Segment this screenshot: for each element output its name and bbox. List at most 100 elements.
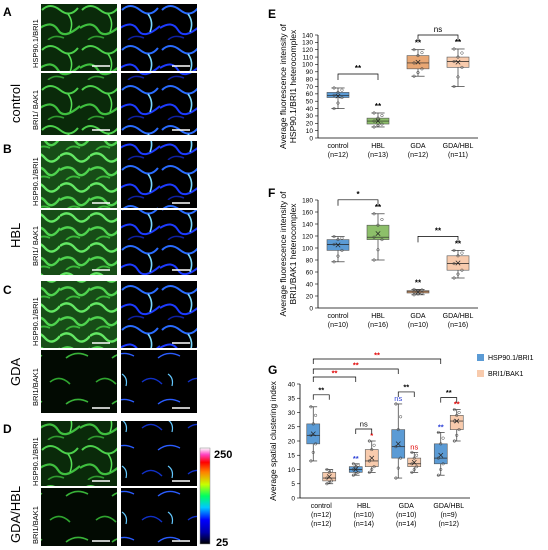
data-point	[327, 480, 331, 484]
y-tick-label: 30	[306, 113, 314, 120]
y-tick-label: 100	[302, 245, 313, 252]
x-category-label: GDA/HBL	[443, 313, 474, 320]
data-point	[336, 90, 340, 94]
data-point	[340, 248, 344, 252]
y-tick-label: 5	[291, 481, 295, 488]
group-label-gda: GDA	[8, 358, 23, 387]
y-tick-label: 15	[288, 453, 296, 460]
group-bracket	[312, 358, 442, 364]
data-point	[332, 107, 336, 111]
y-tick-label: 110	[303, 54, 314, 61]
x-category-n2: (n=12)	[439, 521, 459, 528]
data-point	[367, 459, 371, 463]
mean-marker	[454, 418, 460, 424]
y-tick-label: 0	[309, 305, 313, 312]
data-point	[376, 116, 380, 120]
chart-f: 0 20 40 60 80 100 120 140 160 180 control (n=10) ** H…	[278, 190, 478, 329]
x-category-label: control	[327, 313, 348, 320]
box	[326, 92, 350, 98]
y-tick-label: 160	[302, 209, 313, 216]
data-point	[460, 65, 464, 69]
y-tick-label: 35	[288, 396, 296, 403]
significance-label: ns	[410, 442, 418, 451]
mean-marker	[455, 59, 461, 65]
y-tick-label: 90	[306, 69, 314, 76]
pair-bracket	[440, 397, 458, 403]
data-point	[367, 439, 371, 443]
data-point	[380, 122, 384, 126]
micrograph-a1-green	[41, 4, 117, 71]
significance-bracket	[337, 199, 379, 206]
significance-bracket	[417, 34, 459, 41]
micrograph-b1-green	[41, 141, 117, 208]
mean-marker	[438, 452, 444, 458]
data-point	[396, 466, 400, 470]
x-category-label: HBL	[357, 503, 371, 510]
y-tick-label: 25	[288, 424, 296, 431]
y-tick-label: 10	[306, 128, 314, 135]
y-axis-title: Average fluorescence intensity ofBRI1/BA…	[278, 191, 298, 317]
data-point	[356, 463, 360, 467]
y-tick-label: 60	[306, 91, 314, 98]
data-point	[356, 470, 360, 474]
y-tick-label: 0	[309, 135, 313, 142]
pair-bracket	[355, 428, 373, 434]
box	[366, 224, 390, 240]
micrograph-b2-blue	[121, 210, 197, 275]
legend-label: BRI1/BAK1	[488, 371, 524, 378]
x-category-label: GDA	[410, 313, 426, 320]
data-point	[412, 467, 416, 472]
x-category-label: GDA	[410, 143, 426, 150]
data-point	[412, 61, 416, 65]
panel-letter-c: C	[3, 283, 12, 297]
data-point	[399, 415, 403, 419]
x-category-n2: (n=14)	[354, 521, 374, 528]
data-point	[452, 248, 456, 252]
data-point	[452, 439, 456, 443]
x-category-n: (n=12)	[311, 512, 331, 519]
bracket-label: **	[435, 226, 442, 235]
data-point	[416, 70, 420, 75]
data-point	[311, 450, 315, 454]
bracket-label: ns	[434, 25, 442, 34]
panel-letter-f: F	[268, 186, 275, 200]
y-tick-label: 70	[306, 84, 314, 91]
data-point	[441, 436, 445, 440]
data-point	[380, 238, 384, 242]
significance-bracket	[337, 73, 379, 80]
mean-marker	[411, 459, 417, 465]
y-tick-label: 120	[302, 233, 313, 240]
significance-label: ns	[394, 394, 402, 403]
data-point	[330, 469, 334, 473]
data-point	[420, 288, 424, 292]
mean-marker	[310, 431, 316, 437]
x-category-n: (n=10)	[354, 512, 374, 519]
y-tick-label: 130	[302, 40, 313, 47]
data-point	[327, 470, 331, 474]
group-label-gda-hbl: GDA/HBL	[8, 486, 23, 543]
data-point	[314, 413, 318, 417]
colorbar-min-label: 25	[216, 537, 228, 549]
y-tick-label: 40	[306, 281, 314, 288]
y-tick-label: 10	[288, 467, 296, 474]
data-point	[439, 467, 443, 472]
significance-label: **	[455, 239, 462, 248]
data-point	[441, 462, 445, 466]
data-point	[367, 470, 371, 474]
data-point	[376, 123, 380, 128]
micrograph-b1-blue	[121, 141, 197, 208]
data-point	[412, 48, 416, 52]
data-point	[354, 472, 358, 476]
data-point	[416, 292, 420, 296]
data-point	[420, 51, 424, 55]
legend-label: HSP90.1/BRI1	[488, 355, 534, 362]
data-point	[415, 453, 419, 457]
data-point	[456, 75, 460, 79]
data-point	[456, 272, 460, 276]
data-point	[325, 476, 329, 480]
panel-letter-e: E	[268, 7, 276, 21]
pair-bracket	[312, 394, 330, 400]
data-point	[420, 67, 424, 71]
